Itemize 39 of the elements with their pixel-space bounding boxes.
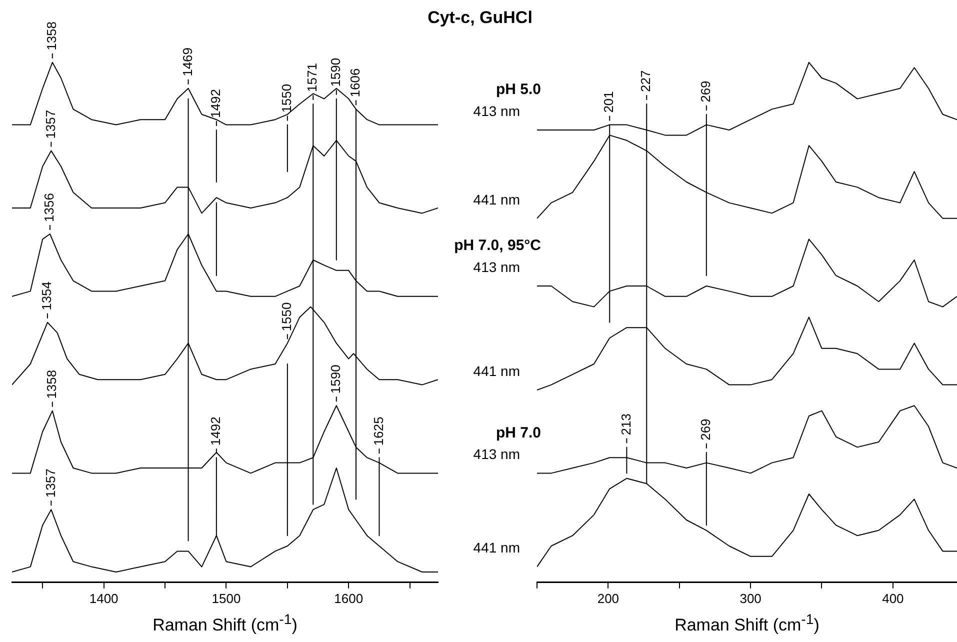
annotation: 1550 [279,84,294,113]
x-tick-label: 200 [597,590,620,606]
x-axis-title: Raman Shift (cm$^{-1}$) [674,612,820,636]
annotation: 1357 [42,468,58,498]
annotation: 1492 [208,89,224,118]
series-label: 441 nm [473,362,520,379]
x-tick-label: 1400 [89,590,118,606]
x-axis-title: Raman Shift (cm$^{-1}$) [152,612,298,636]
annotation: 1358 [44,21,59,50]
annotation: 1358 [44,370,59,399]
annotation: 1357 [42,110,58,139]
x-tick-label: 400 [882,590,904,606]
series-label: 441 nm [473,191,520,208]
annotation: 1469 [180,47,195,76]
annotation: pH 7.0 [496,424,541,442]
annotation: 1550 [279,302,294,332]
annotation: 1356 [42,193,57,222]
annotation: 1606 [348,68,363,98]
annotation: 1492 [208,416,224,446]
annotation: 1590 [328,364,343,394]
annotation: 213 [618,413,634,436]
annotation: pH 7.0, 95°C [454,237,542,254]
x-tick-label: 1600 [334,590,364,606]
annotation: 1571 [304,63,320,92]
series-label: 413 nm [473,446,520,462]
x-tick-label: 300 [740,590,762,606]
series-label: 413 nm [473,102,520,119]
annotation: 201 [601,91,616,113]
annotation: 1625 [370,416,386,446]
x-tick-label: 1500 [212,590,241,606]
text: Cyt-c, GuHCl [426,8,534,28]
annotation: 269 [698,418,713,440]
annotation: 269 [698,80,713,102]
series-label: 413 nm [473,258,520,275]
annotation: 1590 [328,58,343,87]
annotation: pH 5.0 [496,81,541,98]
annotation: 227 [638,70,654,92]
annotation: 1354 [39,281,54,310]
series-label: 441 nm [473,540,520,556]
